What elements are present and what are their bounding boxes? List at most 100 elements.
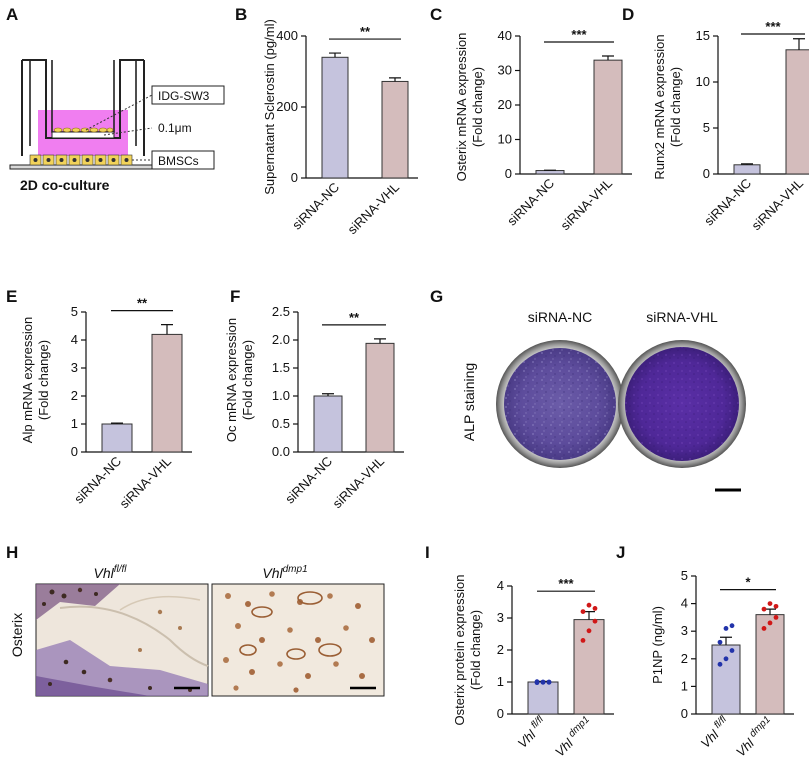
y-tick-label-f: 0.0 xyxy=(272,444,290,459)
significance-marker-e: ** xyxy=(137,296,148,311)
y-axis-label-line: (Fold change) xyxy=(668,67,683,147)
data-point-j xyxy=(717,639,723,645)
y-axis-label-line: P1NP (ng/ml) xyxy=(650,606,665,684)
y-tick-label-e: 3 xyxy=(71,360,78,375)
y-tick-label-c: 40 xyxy=(498,28,512,43)
y-tick-label-b: 0 xyxy=(291,170,298,185)
data-point-j xyxy=(767,620,773,626)
category-label-i: Vhl fl/fl xyxy=(513,714,550,751)
y-axis-label-d: Runx2 mRNA expression(Fold change) xyxy=(652,34,683,179)
panel-letter-i: I xyxy=(425,543,430,562)
data-point-i xyxy=(592,606,598,611)
bar-f xyxy=(365,342,395,453)
y-axis-label-line: Osterix mRNA expression xyxy=(454,33,469,182)
y-tick-label-d: 0 xyxy=(703,166,710,181)
significance-marker-c: *** xyxy=(571,27,587,42)
osterix-ylabel: Osterix xyxy=(9,613,25,657)
idg-sw3-cells xyxy=(53,127,114,133)
data-point-j xyxy=(773,603,779,609)
error-bar-b xyxy=(329,52,341,58)
y-tick-label-j: 1 xyxy=(681,678,688,693)
panel-a-schematic: IDG-SW3 0.1μm BMSCs 2D co-culture xyxy=(9,59,225,193)
histology-image-flfl xyxy=(35,583,209,697)
category-label-e: siRNA-NC xyxy=(71,454,124,507)
panel-h-histology: Osterix Vhlfl/fl Vhldmp1 xyxy=(9,564,385,697)
category-sup: dmp1 xyxy=(566,714,591,739)
error-bar-f xyxy=(322,393,334,396)
y-axis-label-c: Osterix mRNA expression(Fold change) xyxy=(454,33,485,182)
significance-marker-f: ** xyxy=(349,310,360,325)
y-tick-label-i: 0 xyxy=(497,706,504,721)
data-point-j xyxy=(729,648,735,653)
data-point-i xyxy=(534,679,540,685)
data-point-i xyxy=(546,679,552,685)
y-tick-label-d: 5 xyxy=(703,120,710,135)
y-tick-label-i: 1 xyxy=(497,674,504,689)
y-tick-label-j: 4 xyxy=(681,596,688,611)
bar-e xyxy=(151,333,183,453)
data-point-j xyxy=(729,623,735,629)
error-bar-d xyxy=(741,163,753,165)
chart-panel-i: 0 1 2 3 4 Osterix protein expression(Fold cha… xyxy=(452,574,614,760)
alp-staining-ylabel: ALP staining xyxy=(461,363,477,441)
chart-panel-d: 0 5 10 15 Runx2 mRNA expression(Fold change)… xyxy=(652,19,809,233)
data-point-i xyxy=(586,602,592,608)
panel-letter-g: G xyxy=(430,287,443,306)
label-idg-sw3: IDG-SW3 xyxy=(158,89,210,103)
well-bottom xyxy=(9,164,161,170)
y-axis-label-e: Alp mRNA expression(Fold change) xyxy=(20,317,51,443)
bmsc-cells xyxy=(29,154,133,166)
category-label-j: Vhl dmp1 xyxy=(732,714,778,760)
bar-f xyxy=(313,395,343,453)
y-tick-label-j: 5 xyxy=(681,568,688,583)
data-point-j xyxy=(761,606,767,612)
y-tick-label-c: 20 xyxy=(498,97,512,112)
data-point-i xyxy=(580,638,586,643)
y-axis-label-line: Osterix protein expression xyxy=(452,574,467,725)
y-axis-label-line: Alp mRNA expression xyxy=(20,317,35,443)
panel-letter-j: J xyxy=(616,543,625,562)
label-box-idg xyxy=(151,85,225,105)
category-label-f: siRNA-VHL xyxy=(330,454,388,512)
callout-line-idg xyxy=(85,94,153,131)
y-tick-label-f: 1.5 xyxy=(272,360,290,375)
y-axis-label-j: P1NP (ng/ml) xyxy=(650,606,665,684)
category-label-i: Vhl dmp1 xyxy=(551,714,597,760)
bar-e xyxy=(101,423,133,453)
panel-letter-a: A xyxy=(6,5,18,24)
significance-marker-j: * xyxy=(745,575,751,590)
category-label-j: Vhl fl/fl xyxy=(696,714,733,751)
y-tick-label-i: 4 xyxy=(497,578,504,593)
bar-d xyxy=(733,164,761,175)
data-point-j xyxy=(761,626,767,631)
category-label-c: siRNA-VHL xyxy=(558,176,616,234)
data-point-j xyxy=(723,626,729,631)
y-tick-label-e: 5 xyxy=(71,304,78,319)
data-point-i xyxy=(540,679,546,685)
error-bar-j xyxy=(720,636,732,645)
y-tick-label-f: 2.0 xyxy=(272,332,290,347)
data-point-i xyxy=(592,618,598,624)
panel-g-alp-staining: siRNA-NC siRNA-VHL ALP staining xyxy=(461,309,746,492)
stain-texture-vhl xyxy=(625,347,739,461)
bar-c xyxy=(593,59,623,175)
data-point-i xyxy=(586,628,592,634)
y-axis-label-line: (Fold change) xyxy=(240,340,255,420)
category-label-e: siRNA-VHL xyxy=(117,454,175,512)
category-label-b: siRNA-VHL xyxy=(345,180,403,238)
category-label-d: siRNA-NC xyxy=(701,176,754,229)
y-tick-label-c: 10 xyxy=(498,132,512,147)
y-axis-label-line: (Fold change) xyxy=(36,340,51,420)
y-tick-label-e: 2 xyxy=(71,388,78,403)
significance-marker-i: *** xyxy=(558,576,574,591)
category-label-c: siRNA-NC xyxy=(504,176,557,229)
error-bar-f xyxy=(374,338,386,344)
y-tick-label-e: 4 xyxy=(71,332,78,347)
y-axis-label-b: Supernatant Sclerostin (pg/ml) xyxy=(262,19,277,195)
label-pore-size: 0.1μm xyxy=(158,121,192,135)
y-tick-label-f: 2.5 xyxy=(272,304,290,319)
y-tick-label-b: 400 xyxy=(276,28,298,43)
data-point-j xyxy=(773,615,779,620)
y-tick-label-j: 0 xyxy=(681,706,688,721)
